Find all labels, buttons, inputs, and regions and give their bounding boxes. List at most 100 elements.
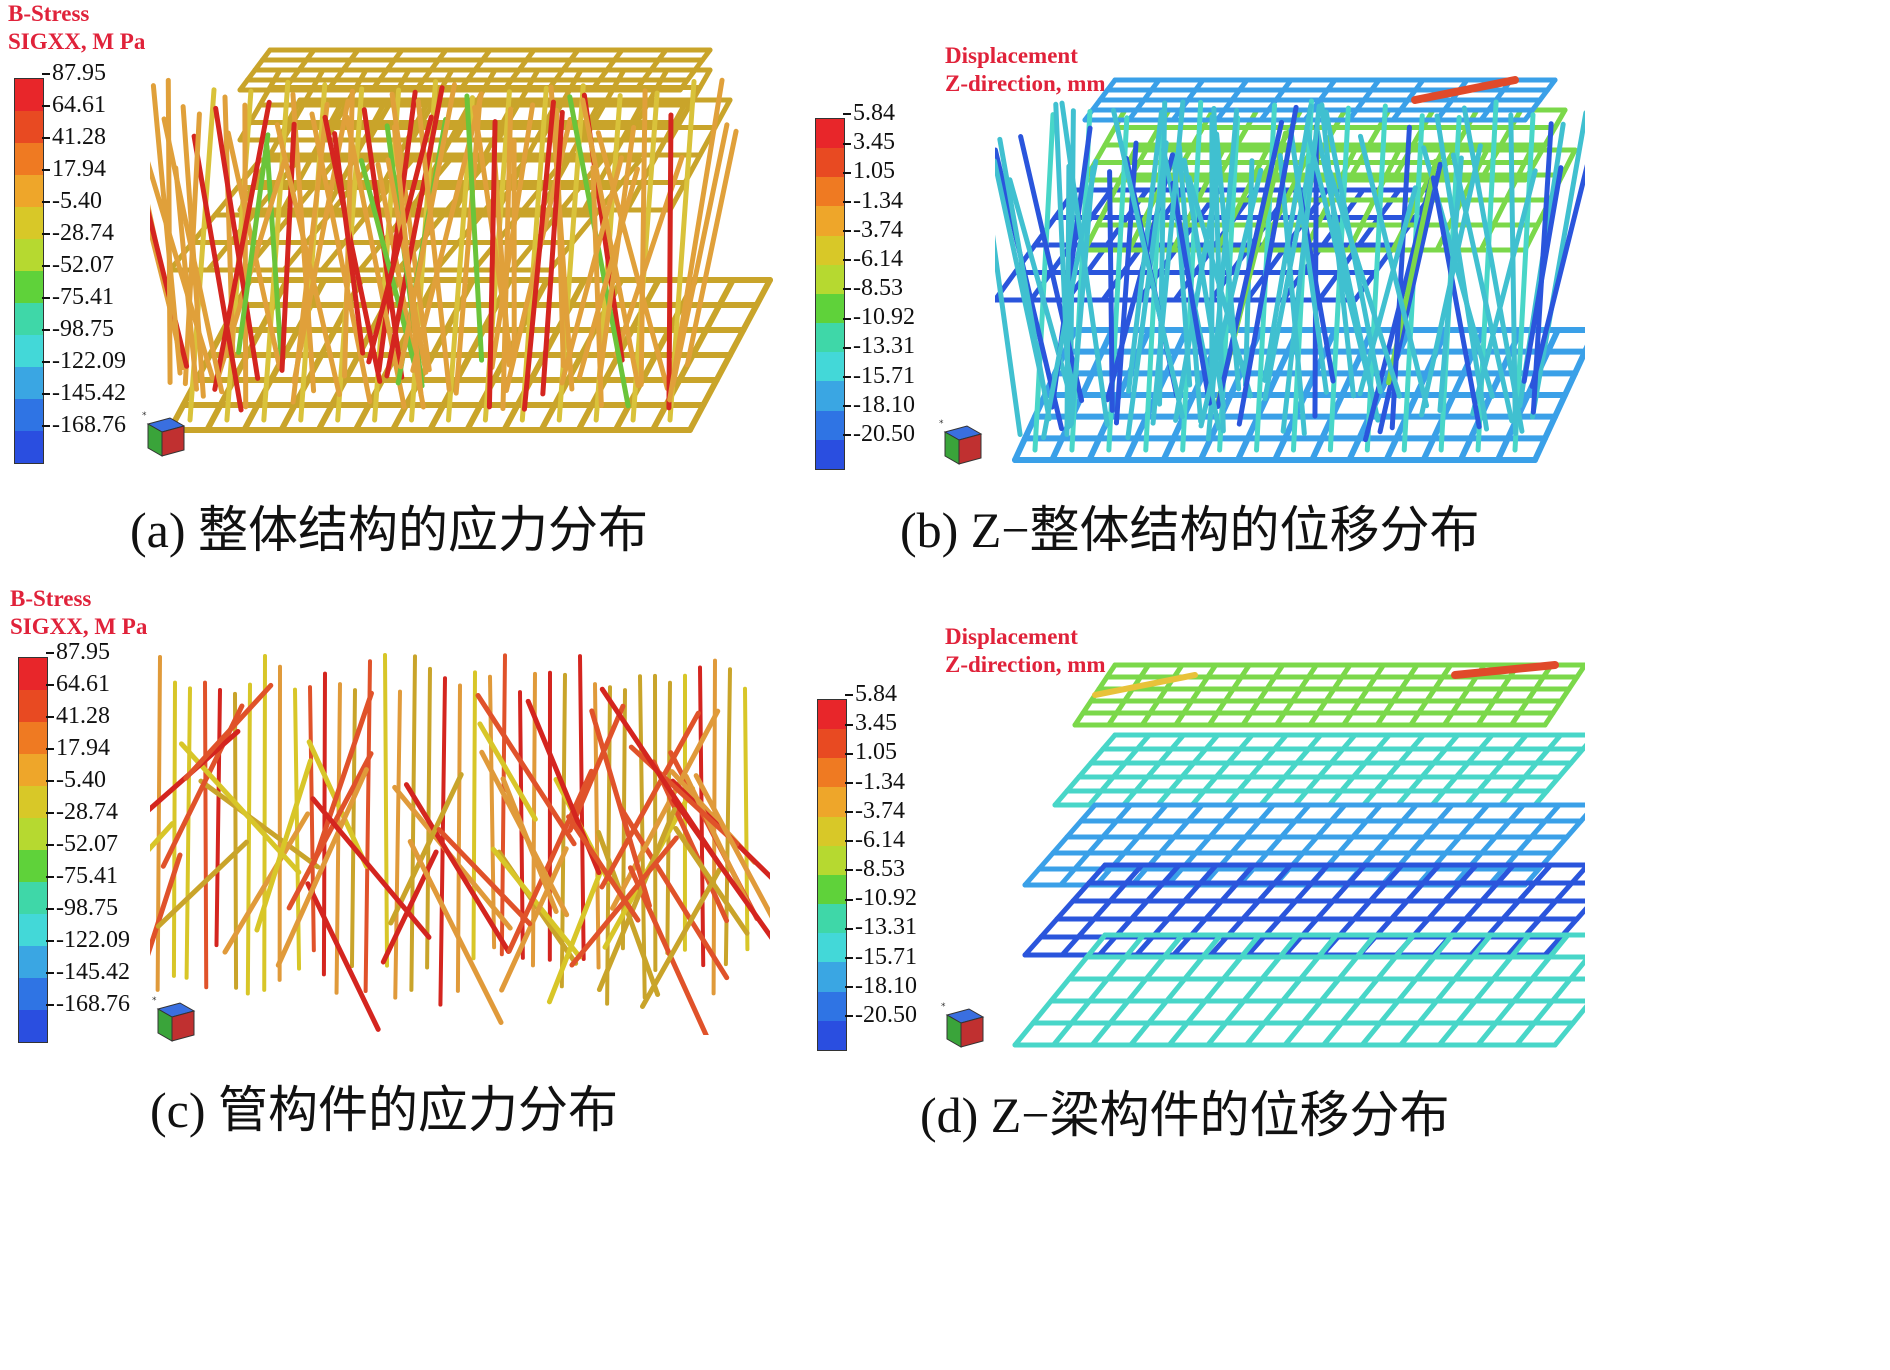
legend-value: -13.31 [845, 914, 917, 941]
vertical-tube-member [488, 674, 497, 950]
diagonal-tube-member [627, 865, 709, 1035]
axis-orientation-cube-icon: * [140, 410, 190, 462]
legend-title-line-1: B-Stress [8, 1, 90, 26]
diagonal-brace [1434, 113, 1490, 432]
diagonal-tube-member [183, 682, 274, 781]
floor-beam-layer [1089, 932, 1185, 1048]
diagonal-brace [670, 122, 730, 388]
vertical-tube-member [363, 659, 372, 993]
diagonal-brace [376, 89, 418, 374]
vertical-tube-member [349, 688, 357, 969]
legend-value: -1.34 [845, 769, 905, 796]
structure-3d-view [150, 653, 770, 1035]
floor-beam-layer [1243, 932, 1339, 1048]
diagonal-brace [358, 158, 417, 365]
diagonal-tube-member [673, 825, 750, 936]
legend-color-step [15, 399, 43, 431]
floor-beam-layer [1513, 957, 1585, 1048]
legend-color-step [818, 729, 846, 759]
diagonal-brace [1186, 174, 1253, 399]
floor-beam-layer [1129, 802, 1205, 888]
diagonal-brace [1215, 119, 1285, 410]
legend-value: -20.50 [845, 1002, 917, 1029]
diagonal-brace [1125, 140, 1169, 441]
legend-color-step [15, 79, 43, 111]
vertical-tube-member [245, 682, 252, 996]
floor-beam-layer [1542, 906, 1585, 958]
diagonal-tube-member [150, 821, 175, 852]
legend-title-line-2: SIGXX, M Pa [8, 29, 146, 54]
legend-color-step [19, 722, 47, 754]
diagonal-tube-member [506, 768, 594, 954]
legend-color-step [816, 293, 844, 324]
legend-value: -6.14 [845, 827, 905, 854]
axis-orientation-cube-icon: * [937, 418, 987, 470]
diagonal-tube-member [407, 839, 504, 1025]
floor-beam-layer [1498, 732, 1564, 808]
diagonal-brace [212, 99, 272, 392]
floor-beam-layer [1258, 732, 1324, 808]
floor-beam-layer [1508, 662, 1554, 728]
vertical-tube-member [308, 685, 316, 953]
floor-beam-layer [1292, 732, 1358, 808]
diagonal-brace [1377, 161, 1443, 435]
legend-color-step [818, 991, 846, 1021]
legend-color-step [15, 111, 43, 143]
svg-text:*: * [142, 411, 147, 421]
column-member [1032, 112, 1056, 453]
legend-color-step [15, 207, 43, 239]
vertical-tube-member [393, 689, 402, 1000]
diagonal-brace [1357, 185, 1418, 397]
legend-color-step [818, 904, 846, 934]
structure-3d-view [150, 47, 773, 433]
diagonal-brace [1018, 134, 1085, 403]
diagonal-tube-member [639, 867, 722, 1009]
legend-value: -168.76 [42, 412, 126, 439]
diagonal-brace [384, 85, 445, 379]
diagonal-brace [1181, 157, 1227, 409]
legend-color-step [816, 352, 844, 382]
legend-value: 41.28 [42, 124, 106, 151]
diagonal-tube-member [567, 703, 626, 833]
diagonal-brace [309, 111, 373, 405]
legend-title-line-1: B-Stress [10, 586, 92, 611]
diagonal-brace [150, 83, 183, 376]
diagonal-brace [236, 132, 271, 355]
legend-color-step [19, 914, 47, 946]
legend-value: -52.07 [42, 252, 114, 279]
diagonal-brace [1529, 110, 1585, 420]
legend-color-step [19, 850, 47, 882]
vertical-tube-member [171, 680, 177, 978]
axis-orientation-cube-icon: * [150, 995, 200, 1047]
legend-value: -98.75 [46, 895, 118, 922]
floor-beam-layer [1189, 732, 1255, 808]
legend-color-step [19, 978, 47, 1010]
legend-color-step [19, 818, 47, 850]
diagonal-brace [1150, 99, 1186, 426]
floor-beam-layer [1273, 662, 1319, 728]
svg-text:*: * [939, 419, 944, 429]
floor-beam-layer [1086, 732, 1152, 808]
legend-color-step [818, 1020, 846, 1050]
diagonal-brace [1280, 103, 1322, 434]
floor-beam-layer [1155, 732, 1221, 808]
diagonal-tube-member [475, 692, 577, 847]
panel-caption: (c) 管构件的应力分布 [150, 1082, 618, 1138]
legend-color-step [816, 264, 844, 294]
legend-value: -5.40 [42, 188, 102, 215]
floor-beam-layer [1022, 862, 1108, 958]
vertical-tube-member [743, 686, 750, 952]
diagonal-tube-member [546, 867, 604, 1005]
floor-beam-layer [1436, 932, 1532, 1048]
legend-value: -8.53 [845, 856, 905, 883]
diagonal-tube-member [286, 751, 374, 911]
legend-value: 17.94 [42, 156, 106, 183]
diagonal-tube-member [566, 814, 641, 923]
diagonal-brace [1508, 112, 1518, 436]
vertical-tube-member [203, 680, 209, 990]
legend-value: -18.10 [845, 973, 917, 1000]
color-legend-bar [817, 699, 847, 1051]
legend-value: 1.05 [845, 739, 897, 766]
legend-value: -145.42 [42, 380, 126, 407]
structure-3d-view [995, 76, 1585, 463]
